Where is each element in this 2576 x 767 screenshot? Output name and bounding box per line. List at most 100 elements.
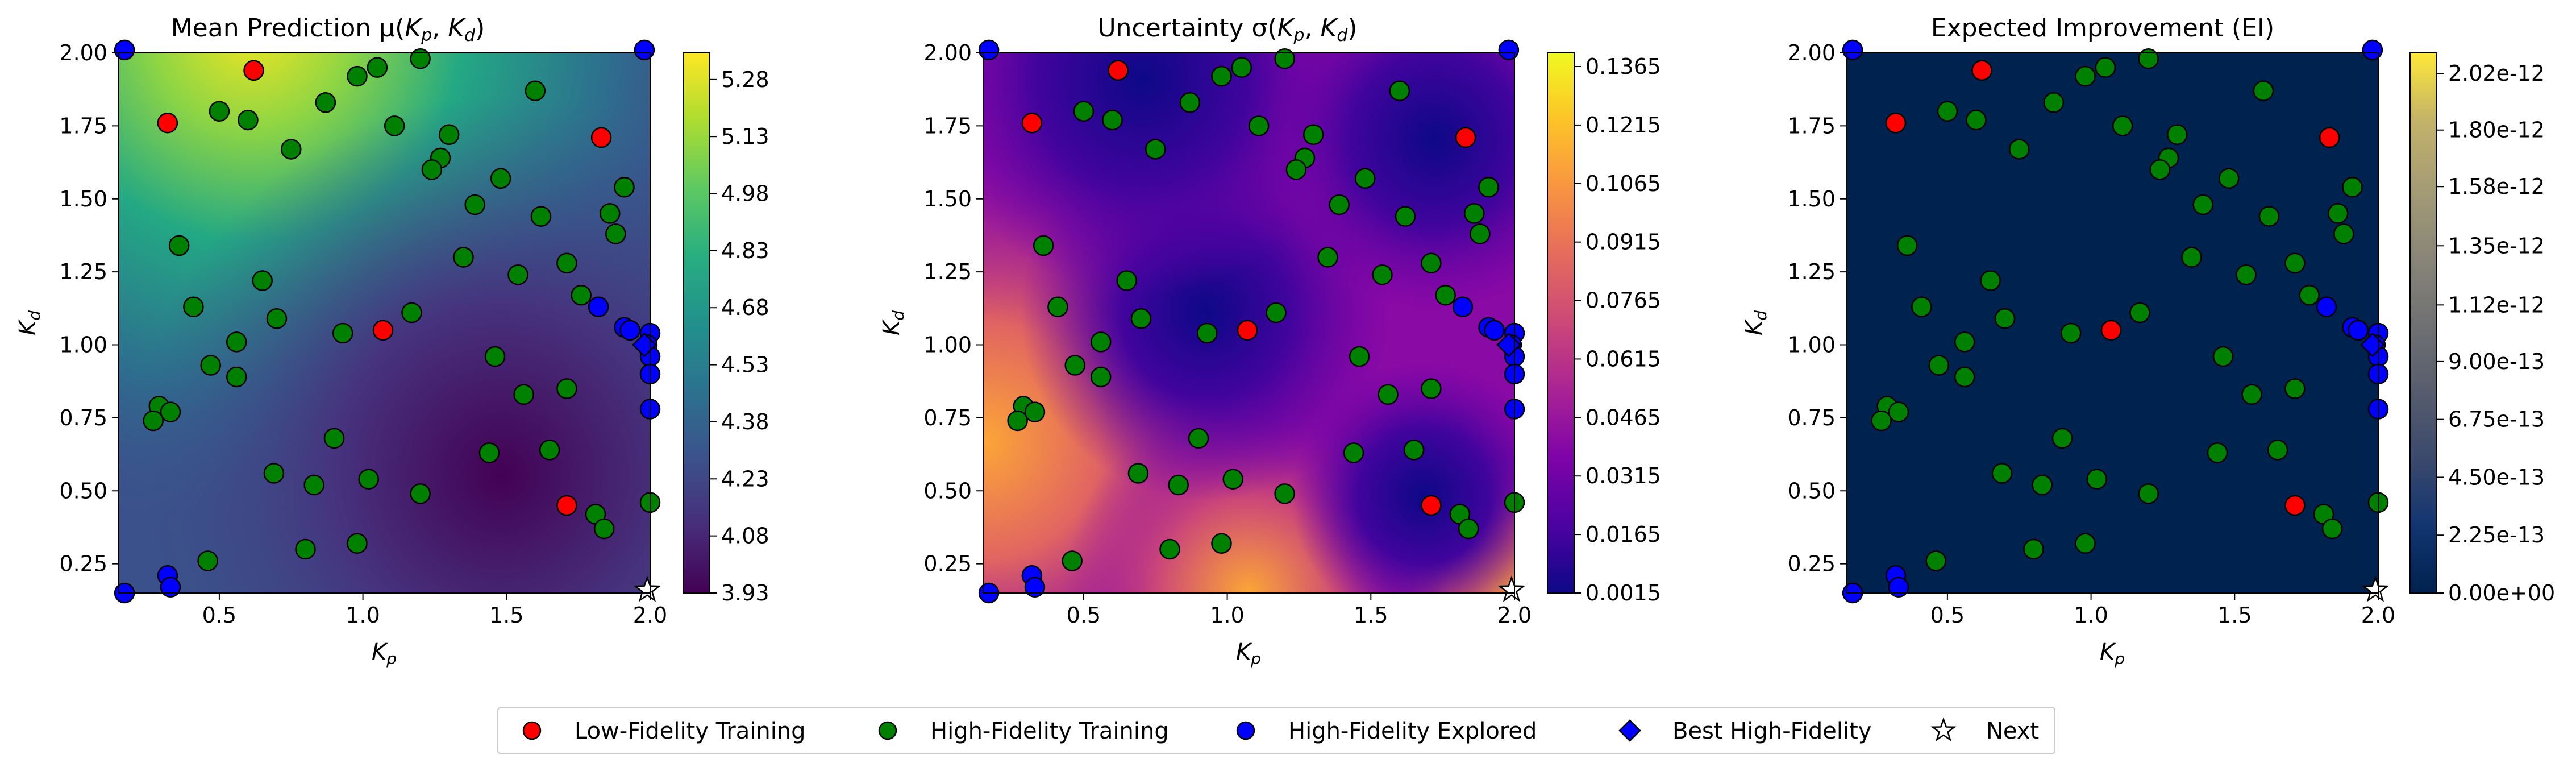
explored-point bbox=[160, 577, 181, 598]
colorbar-tick-label: 4.98 bbox=[721, 181, 769, 206]
low-fidelity-point bbox=[2319, 127, 2340, 148]
high-fidelity-point bbox=[490, 168, 511, 189]
colorbar-tick-label: 4.68 bbox=[721, 295, 769, 320]
high-fidelity-point bbox=[2023, 538, 2044, 560]
high-fidelity-point bbox=[1196, 322, 1218, 344]
high-fidelity-point bbox=[1349, 346, 1370, 367]
colorbar-viridis bbox=[683, 52, 710, 594]
colorbar-tick-label: 0.0165 bbox=[1585, 522, 1661, 547]
y-tick-label: 1.75 bbox=[59, 113, 107, 138]
high-fidelity-point bbox=[2267, 440, 2288, 461]
high-fidelity-point bbox=[1159, 538, 1180, 560]
high-fidelity-point bbox=[1248, 115, 1270, 136]
x-tick-label: 2.0 bbox=[633, 603, 667, 628]
x-tick-label: 1.5 bbox=[489, 603, 523, 628]
colorbar-tick-label: 5.13 bbox=[721, 124, 769, 149]
next-point bbox=[1497, 575, 1526, 602]
x-tick-label: 0.5 bbox=[1067, 603, 1101, 628]
legend-label: Low-Fidelity Training bbox=[575, 718, 806, 744]
high-fidelity-point bbox=[1211, 65, 1232, 87]
high-fidelity-point bbox=[1354, 168, 1376, 189]
legend-label: High-Fidelity Explored bbox=[1288, 718, 1537, 744]
plot-frame bbox=[1846, 52, 2379, 594]
high-fidelity-point bbox=[513, 384, 534, 405]
high-fidelity-point bbox=[2043, 92, 2065, 113]
colorbar-tick-label: 4.50e-13 bbox=[2448, 465, 2545, 490]
y-tick-label: 2.00 bbox=[1787, 40, 1836, 65]
high-fidelity-point bbox=[143, 410, 164, 432]
y-axis-label: Kd bbox=[879, 310, 908, 335]
x-axis-label: Kp bbox=[372, 639, 397, 668]
colorbar-tick-label: 2.02e-12 bbox=[2448, 61, 2545, 86]
high-fidelity-point bbox=[2075, 533, 2096, 554]
x-tick-label: 2.0 bbox=[1497, 603, 1532, 628]
high-fidelity-point bbox=[1435, 284, 1456, 306]
y-tick-label: 2.00 bbox=[59, 40, 107, 65]
x-tick-label: 0.5 bbox=[202, 603, 236, 628]
high-fidelity-point bbox=[410, 483, 431, 504]
colorbar-tick-label: 6.75e-13 bbox=[2448, 407, 2545, 432]
high-fidelity-point bbox=[1102, 109, 1123, 131]
high-fidelity-point bbox=[1954, 366, 1975, 388]
high-fidelity-point bbox=[1033, 235, 1054, 256]
high-fidelity-point bbox=[2236, 264, 2257, 285]
explored-point bbox=[2348, 320, 2369, 341]
high-fidelity-point bbox=[1116, 270, 1137, 291]
low-fidelity-point bbox=[157, 112, 178, 134]
explored-point bbox=[978, 39, 1000, 61]
high-fidelity-point bbox=[295, 538, 316, 560]
legend-marker bbox=[1618, 719, 1641, 742]
colorbar-tick-label: 9.00e-13 bbox=[2448, 349, 2545, 374]
high-fidelity-point bbox=[1090, 331, 1112, 353]
colorbar-tick-label: 0.0315 bbox=[1585, 463, 1661, 488]
high-fidelity-point bbox=[1378, 384, 1399, 405]
high-fidelity-point bbox=[525, 80, 546, 102]
x-tick-label: 1.0 bbox=[2074, 603, 2108, 628]
explored-point bbox=[114, 39, 135, 61]
y-tick-label: 1.75 bbox=[1787, 113, 1836, 138]
high-fidelity-point bbox=[1403, 440, 1425, 461]
x-tick-label: 1.5 bbox=[2217, 603, 2252, 628]
colorbar-tick-label: 1.35e-12 bbox=[2448, 233, 2545, 258]
high-fidelity-point bbox=[1090, 366, 1112, 388]
high-fidelity-point bbox=[1285, 159, 1307, 180]
high-fidelity-point bbox=[453, 247, 474, 268]
colorbar-tick-label: 0.0615 bbox=[1585, 346, 1661, 371]
high-fidelity-point bbox=[347, 533, 368, 554]
y-tick-label: 2.00 bbox=[923, 40, 972, 65]
high-fidelity-point bbox=[209, 101, 230, 122]
high-fidelity-point bbox=[1470, 223, 1491, 244]
high-fidelity-point bbox=[1179, 92, 1201, 113]
high-fidelity-point bbox=[571, 284, 592, 306]
high-fidelity-point bbox=[2075, 65, 2096, 87]
high-fidelity-point bbox=[2060, 322, 2082, 344]
colorbar-tick-label: 0.1065 bbox=[1585, 171, 1661, 196]
y-axis-label: Kd bbox=[1741, 310, 1770, 335]
y-tick-label: 1.00 bbox=[1787, 333, 1836, 358]
high-fidelity-point bbox=[1188, 428, 1209, 449]
legend-label: High-Fidelity Training bbox=[930, 718, 1169, 744]
legend-label: Best High-Fidelity bbox=[1672, 718, 1871, 744]
y-tick-label: 1.00 bbox=[59, 333, 107, 358]
next-point bbox=[633, 575, 661, 602]
high-fidelity-point bbox=[1980, 270, 2001, 291]
high-fidelity-point bbox=[605, 223, 626, 244]
colorbar-cividis bbox=[2409, 52, 2437, 594]
high-fidelity-point bbox=[507, 264, 528, 285]
low-fidelity-point bbox=[2284, 495, 2306, 516]
colorbar-tick-label: 0.0465 bbox=[1585, 405, 1661, 430]
y-tick-label: 0.50 bbox=[59, 478, 107, 503]
high-fidelity-point bbox=[2008, 139, 2030, 160]
legend: Low-Fidelity Training High-Fidelity Train… bbox=[497, 707, 2055, 754]
high-fidelity-point bbox=[421, 159, 443, 180]
high-fidelity-point bbox=[1463, 203, 1485, 224]
high-fidelity-point bbox=[1896, 235, 1918, 256]
x-tick-label: 2.0 bbox=[2361, 603, 2395, 628]
high-fidelity-point bbox=[2112, 115, 2133, 136]
high-fidelity-point bbox=[280, 139, 302, 160]
high-fidelity-point bbox=[410, 48, 431, 69]
high-fidelity-point bbox=[2166, 124, 2188, 146]
panel-1-title: Mean Prediction μ(Kp, Kd) bbox=[171, 14, 485, 45]
high-fidelity-point bbox=[1317, 247, 1338, 268]
